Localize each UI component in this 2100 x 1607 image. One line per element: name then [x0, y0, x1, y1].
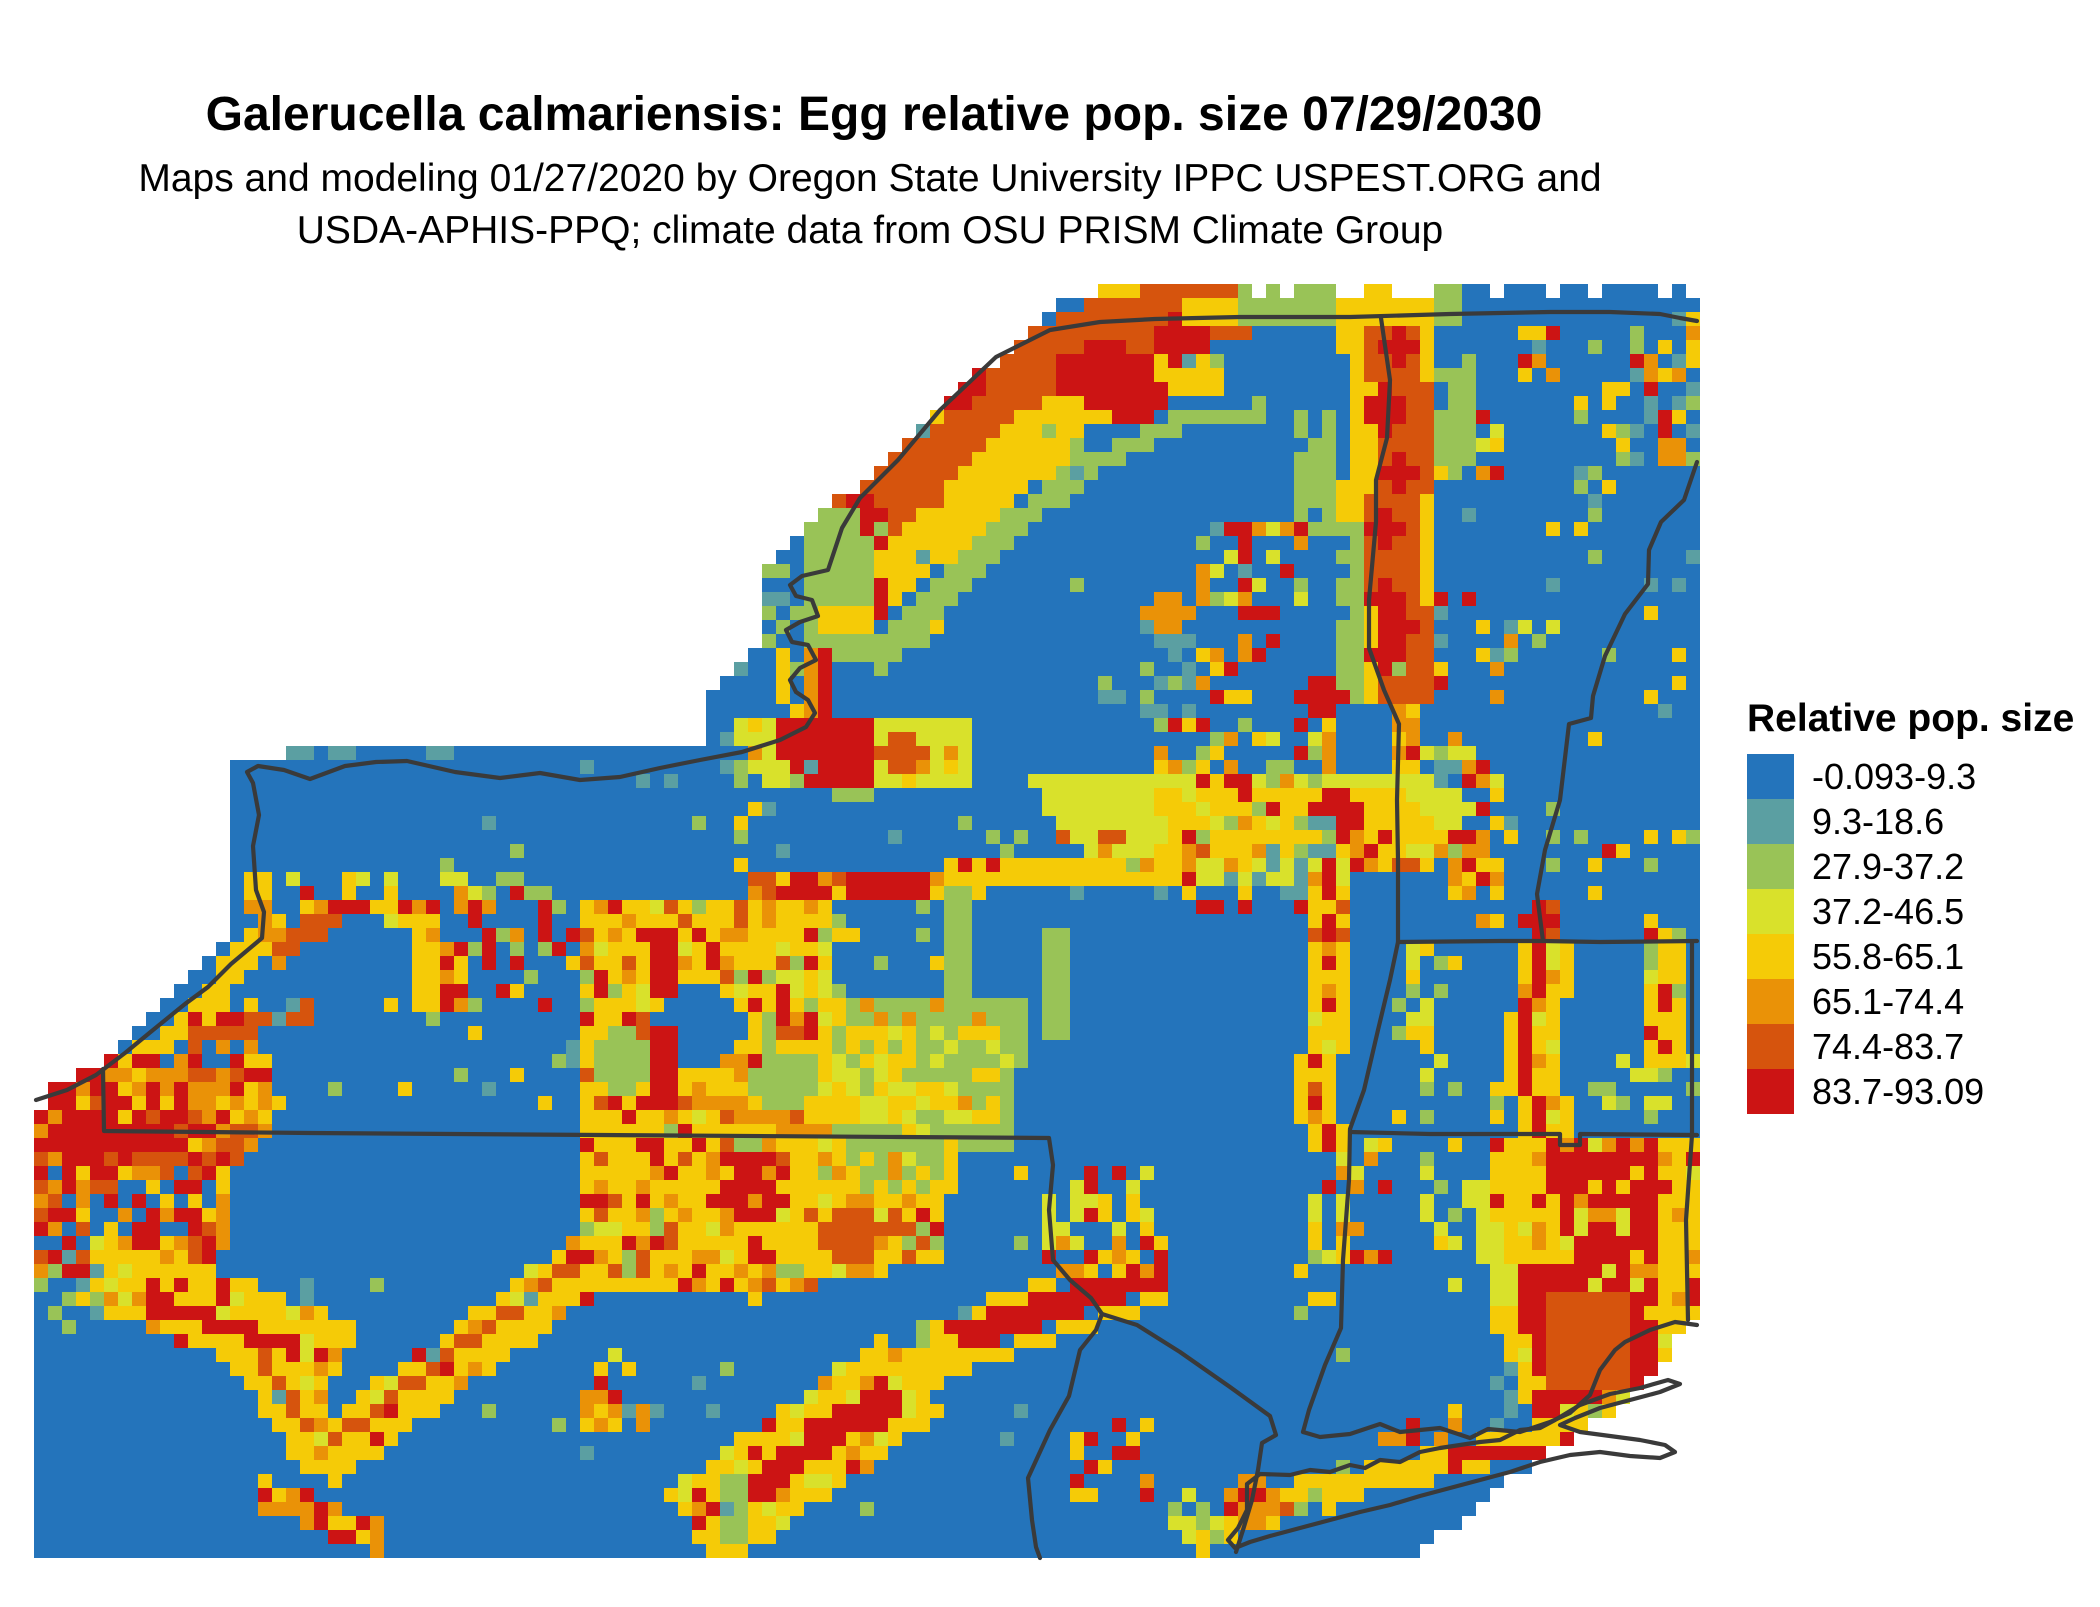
svg-text:Relative pop. size: Relative pop. size	[1747, 697, 2074, 740]
svg-text:USDA-APHIS-PPQ; climate data f: USDA-APHIS-PPQ; climate data from OSU PR…	[297, 209, 1443, 252]
svg-text:9.3-18.6: 9.3-18.6	[1812, 801, 1944, 842]
svg-text:74.4-83.7: 74.4-83.7	[1812, 1026, 1964, 1067]
svg-text:37.2-46.5: 37.2-46.5	[1812, 891, 1964, 932]
svg-text:Maps and modeling 01/27/2020 b: Maps and modeling 01/27/2020 by Oregon S…	[138, 157, 1601, 200]
svg-text:55.8-65.1: 55.8-65.1	[1812, 936, 1964, 977]
svg-text:65.1-74.4: 65.1-74.4	[1812, 981, 1964, 1022]
svg-text:-0.093-9.3: -0.093-9.3	[1812, 756, 1976, 797]
svg-text:Galerucella calmariensis: Egg: Galerucella calmariensis: Egg relative p…	[206, 88, 1543, 141]
svg-text:27.9-37.2: 27.9-37.2	[1812, 846, 1964, 887]
svg-text:83.7-93.09: 83.7-93.09	[1812, 1071, 1984, 1112]
